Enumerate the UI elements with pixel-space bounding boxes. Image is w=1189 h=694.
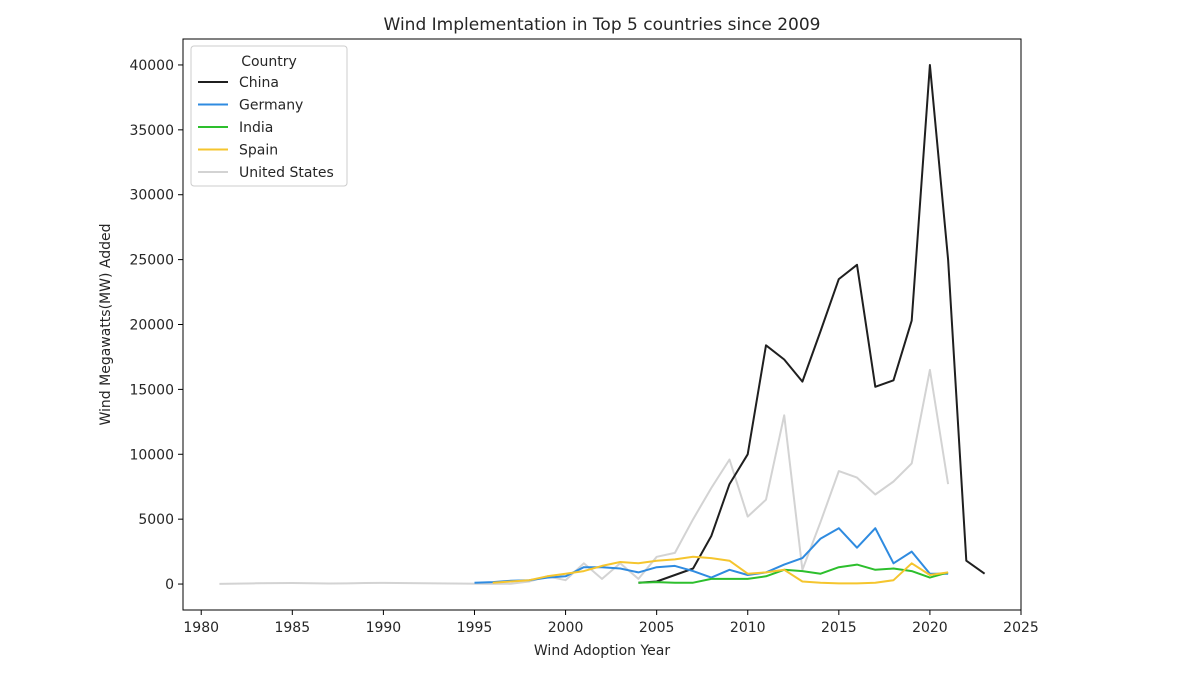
x-axis-title: Wind Adoption Year xyxy=(534,643,670,659)
legend-box xyxy=(190,45,348,187)
y-axis-title: Wind Megawatts(MW) Added xyxy=(98,224,114,426)
series-line-germany xyxy=(474,527,949,584)
series-lines xyxy=(219,64,986,585)
x-tick-label: 2025 xyxy=(1003,620,1039,636)
x-tick-label: 1985 xyxy=(274,620,310,636)
x-axis: 1980 1985 1990 1995 2000 2005 2010 2015 2020 2025 xyxy=(183,610,1039,636)
x-tick-label: 2005 xyxy=(639,620,675,636)
series-line-united-states xyxy=(219,368,950,585)
y-axis: 0 5000 10000 15000 20000 25000 30000 35000 40000 xyxy=(129,58,183,593)
x-tick-label: 2020 xyxy=(912,620,948,636)
y-tick-label: 30000 xyxy=(129,188,174,204)
legend-title: Country xyxy=(241,54,297,70)
chart-title: Wind Implementation in Top 5 countries s… xyxy=(384,15,821,35)
y-tick-label: 40000 xyxy=(129,58,174,74)
y-tick-label: 5000 xyxy=(138,512,174,528)
y-tick-label: 20000 xyxy=(129,318,174,334)
y-tick-label: 10000 xyxy=(129,447,174,463)
y-tick-label: 0 xyxy=(165,577,174,593)
y-tick-label: 35000 xyxy=(129,123,174,139)
legend-label: United States xyxy=(239,165,334,181)
legend: Country China Germany India Spain United Sta… xyxy=(190,45,348,187)
x-tick-label: 2015 xyxy=(821,620,857,636)
x-tick-label: 1980 xyxy=(183,620,219,636)
x-tick-label: 1995 xyxy=(457,620,493,636)
legend-label: Germany xyxy=(239,98,303,114)
x-tick-label: 2000 xyxy=(548,620,584,636)
legend-label: Spain xyxy=(239,143,278,159)
series-line-china xyxy=(638,64,986,584)
legend-label: India xyxy=(239,120,273,136)
series-line-spain xyxy=(492,555,949,585)
x-tick-label: 1990 xyxy=(366,620,402,636)
y-tick-label: 25000 xyxy=(129,253,174,269)
legend-label: China xyxy=(239,75,279,91)
series-line-india xyxy=(638,563,949,584)
y-tick-label: 15000 xyxy=(129,382,174,398)
x-tick-label: 2010 xyxy=(730,620,766,636)
